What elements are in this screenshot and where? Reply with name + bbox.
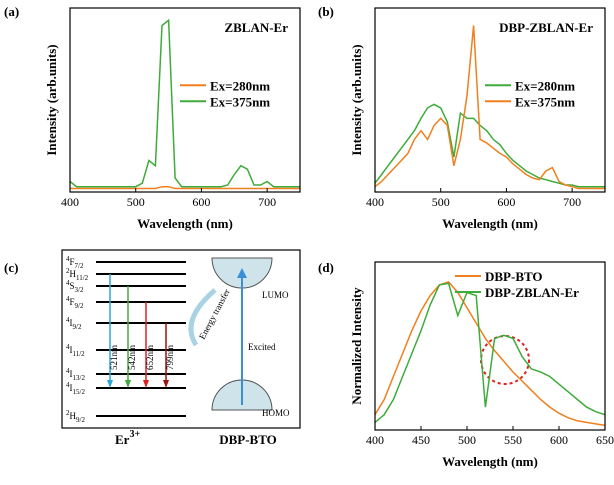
level-sub: 9/2: [73, 323, 82, 331]
level-base: F: [70, 257, 75, 267]
legend-label: DBP-ZBLAN-Er: [485, 285, 579, 300]
panel-label: (d): [318, 260, 334, 275]
legend-label: Ex=375nm: [515, 94, 575, 109]
transfer-arrow: [188, 288, 217, 347]
panel-label: (b): [318, 4, 334, 19]
x-tick-label: 600: [550, 433, 568, 447]
level-sup: 4: [66, 316, 70, 324]
level-sub: 15/2: [73, 388, 86, 396]
level-base: I: [70, 345, 73, 355]
series-line: [69, 18, 300, 188]
level-label: 4S3/2: [66, 279, 84, 294]
lumo-label: LUMO: [262, 290, 289, 300]
transition-label: 652nm: [145, 345, 155, 370]
level-sub: 7/2: [75, 262, 84, 270]
level-label: 4F9/2: [66, 295, 84, 310]
level-sup: 4: [66, 343, 70, 351]
level-label: 2H9/2: [66, 409, 85, 424]
ion-label: Er3+: [115, 429, 140, 447]
level-sub: 3/2: [75, 286, 84, 294]
transition-label: 799nm: [165, 345, 175, 370]
level-base: S: [70, 281, 75, 291]
x-tick-label: 700: [258, 195, 276, 209]
ion-sup: 3+: [129, 429, 140, 440]
energy-transfer: Energy transfer: [197, 287, 232, 341]
level-sub: 9/2: [75, 302, 84, 310]
x-tick-label: 650: [596, 433, 614, 447]
arrow-head: [237, 268, 247, 278]
arrow-head: [163, 380, 169, 388]
x-tick-label: 500: [458, 433, 476, 447]
panel-label: (a): [4, 4, 19, 19]
level-sub: 9/2: [76, 416, 85, 424]
x-axis-label: Wavelength (nm): [442, 216, 538, 231]
level-sup: 4: [66, 279, 70, 287]
level-base: I: [70, 369, 73, 379]
series-line: [374, 281, 606, 427]
level-sup: 4: [66, 255, 70, 263]
level-sub: 13/2: [73, 374, 86, 382]
level-sub: 11/2: [76, 274, 89, 282]
material-label: DBP-BTO: [219, 432, 277, 447]
panel-label: (c): [4, 260, 18, 275]
plot-frame: [374, 7, 606, 193]
homo-label: HOMO: [262, 408, 290, 418]
y-axis-label: Intensity (arb.units): [44, 44, 59, 155]
x-tick-label: 500: [432, 195, 450, 209]
level-base: H: [70, 411, 77, 421]
x-tick-label: 550: [504, 433, 522, 447]
level-base: F: [70, 297, 75, 307]
y-axis-label: Normalized Intensity: [349, 287, 364, 405]
level-label: 4F7/2: [66, 255, 84, 270]
level-label: 4I15/2: [66, 381, 85, 396]
level-label: 4I13/2: [66, 367, 85, 382]
level-sup: 4: [66, 295, 70, 303]
level-label: 4I11/2: [66, 343, 85, 358]
legend-label: Ex=280nm: [210, 78, 270, 93]
transition-label: 542nm: [127, 345, 137, 370]
level-label: 2H11/2: [66, 267, 89, 282]
diagram-frame: [61, 249, 301, 429]
level-sup: 2: [66, 409, 70, 417]
series-line: [70, 185, 300, 190]
x-axis-label: Wavelength (nm): [137, 216, 233, 231]
x-tick-label: 400: [366, 195, 384, 209]
x-tick-label: 500: [127, 195, 145, 209]
x-tick-label: 400: [61, 195, 79, 209]
level-base: I: [70, 318, 73, 328]
level-sub: 11/2: [73, 350, 86, 358]
ion-base: Er: [115, 432, 130, 447]
level-sup: 4: [66, 367, 70, 375]
chart-title: ZBLAN-Er: [224, 20, 288, 35]
y-axis-label: Intensity (arb.units): [349, 44, 364, 155]
x-tick-label: 450: [412, 433, 430, 447]
arrow-head: [143, 380, 149, 388]
legend-label: Ex=280nm: [515, 78, 575, 93]
plot-frame: [374, 261, 606, 431]
transition-label: 521nm: [109, 345, 119, 370]
arrow-head: [107, 380, 113, 388]
legend-label: Ex=375nm: [210, 94, 270, 109]
level-sup: 2: [66, 267, 70, 275]
series-line: [374, 282, 606, 423]
level-label: 4I9/2: [66, 316, 82, 331]
x-tick-label: 700: [563, 195, 581, 209]
x-tick-label: 600: [192, 195, 210, 209]
x-tick-label: 600: [497, 195, 515, 209]
legend-label: DBP-BTO: [485, 269, 543, 284]
plot-frame: [69, 7, 301, 193]
arrow-head: [125, 380, 131, 388]
x-tick-label: 400: [366, 433, 384, 447]
x-axis-label: Wavelength (nm): [442, 454, 538, 469]
level-base: I: [70, 383, 73, 393]
level-sup: 4: [66, 381, 70, 389]
series-line: [374, 25, 605, 190]
chart-title: DBP-ZBLAN-Er: [499, 20, 593, 35]
level-base: H: [70, 269, 77, 279]
excited-label: Excited: [248, 342, 276, 352]
